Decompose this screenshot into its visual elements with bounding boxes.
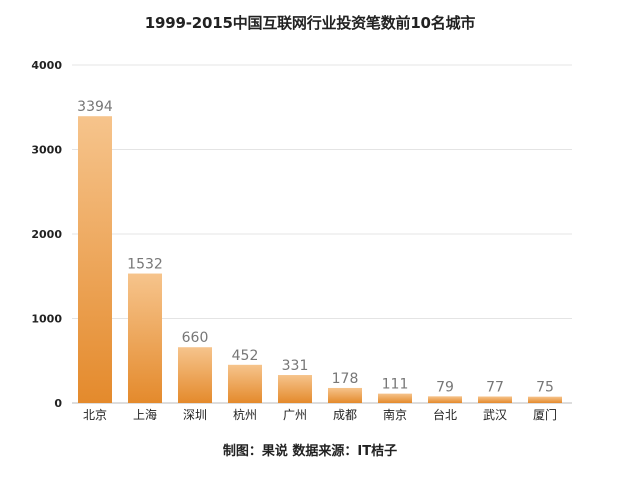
x-tick-label: 武汉 — [483, 408, 507, 422]
chart-title: 1999-2015中国互联网行业投资笔数前10名城市 — [144, 14, 476, 32]
y-axis-ticks: 0 1000 2000 3000 4000 — [31, 59, 62, 410]
x-tick-label: 北京 — [83, 408, 107, 422]
bar-1 — [128, 273, 162, 403]
x-tick-label: 深圳 — [183, 408, 207, 422]
data-labels: 3394 1532 660 452 331 178 111 79 77 75 — [77, 99, 554, 395]
y-tick-label: 1000 — [31, 313, 62, 326]
data-label: 331 — [282, 358, 309, 374]
bar-8 — [478, 396, 512, 403]
x-tick-label: 上海 — [133, 407, 157, 422]
y-tick-label: 3000 — [31, 144, 62, 157]
data-label: 1532 — [127, 257, 163, 273]
data-label: 660 — [182, 330, 209, 346]
y-tick-label: 0 — [54, 397, 62, 410]
bars — [78, 116, 562, 403]
data-label: 75 — [536, 380, 554, 396]
x-axis-ticks: 北京 上海 深圳 杭州 广州 成都 南京 台北 武汉 厦门 — [83, 407, 557, 422]
y-tick-label: 2000 — [31, 228, 62, 241]
x-tick-label: 成都 — [333, 408, 357, 422]
x-tick-label: 台北 — [433, 407, 457, 422]
x-tick-label: 南京 — [383, 407, 407, 422]
bar-3 — [228, 364, 262, 403]
data-label: 452 — [232, 348, 259, 364]
bar-4 — [278, 375, 312, 403]
bar-5 — [328, 387, 362, 403]
bar-0 — [78, 116, 112, 403]
bar-9 — [528, 396, 562, 403]
data-label: 3394 — [77, 99, 113, 115]
data-label: 178 — [332, 371, 359, 387]
bar-6 — [378, 393, 412, 403]
data-label: 77 — [486, 379, 504, 395]
y-tick-label: 4000 — [31, 59, 62, 72]
x-tick-label: 厦门 — [533, 407, 557, 422]
bar-7 — [428, 396, 462, 403]
chart-credit: 制图：果说 数据来源：IT桔子 — [222, 444, 398, 459]
data-label: 79 — [436, 379, 454, 395]
bar-2 — [178, 347, 212, 403]
x-tick-label: 杭州 — [233, 407, 257, 422]
data-label: 111 — [382, 377, 409, 393]
x-tick-label: 广州 — [283, 408, 307, 422]
